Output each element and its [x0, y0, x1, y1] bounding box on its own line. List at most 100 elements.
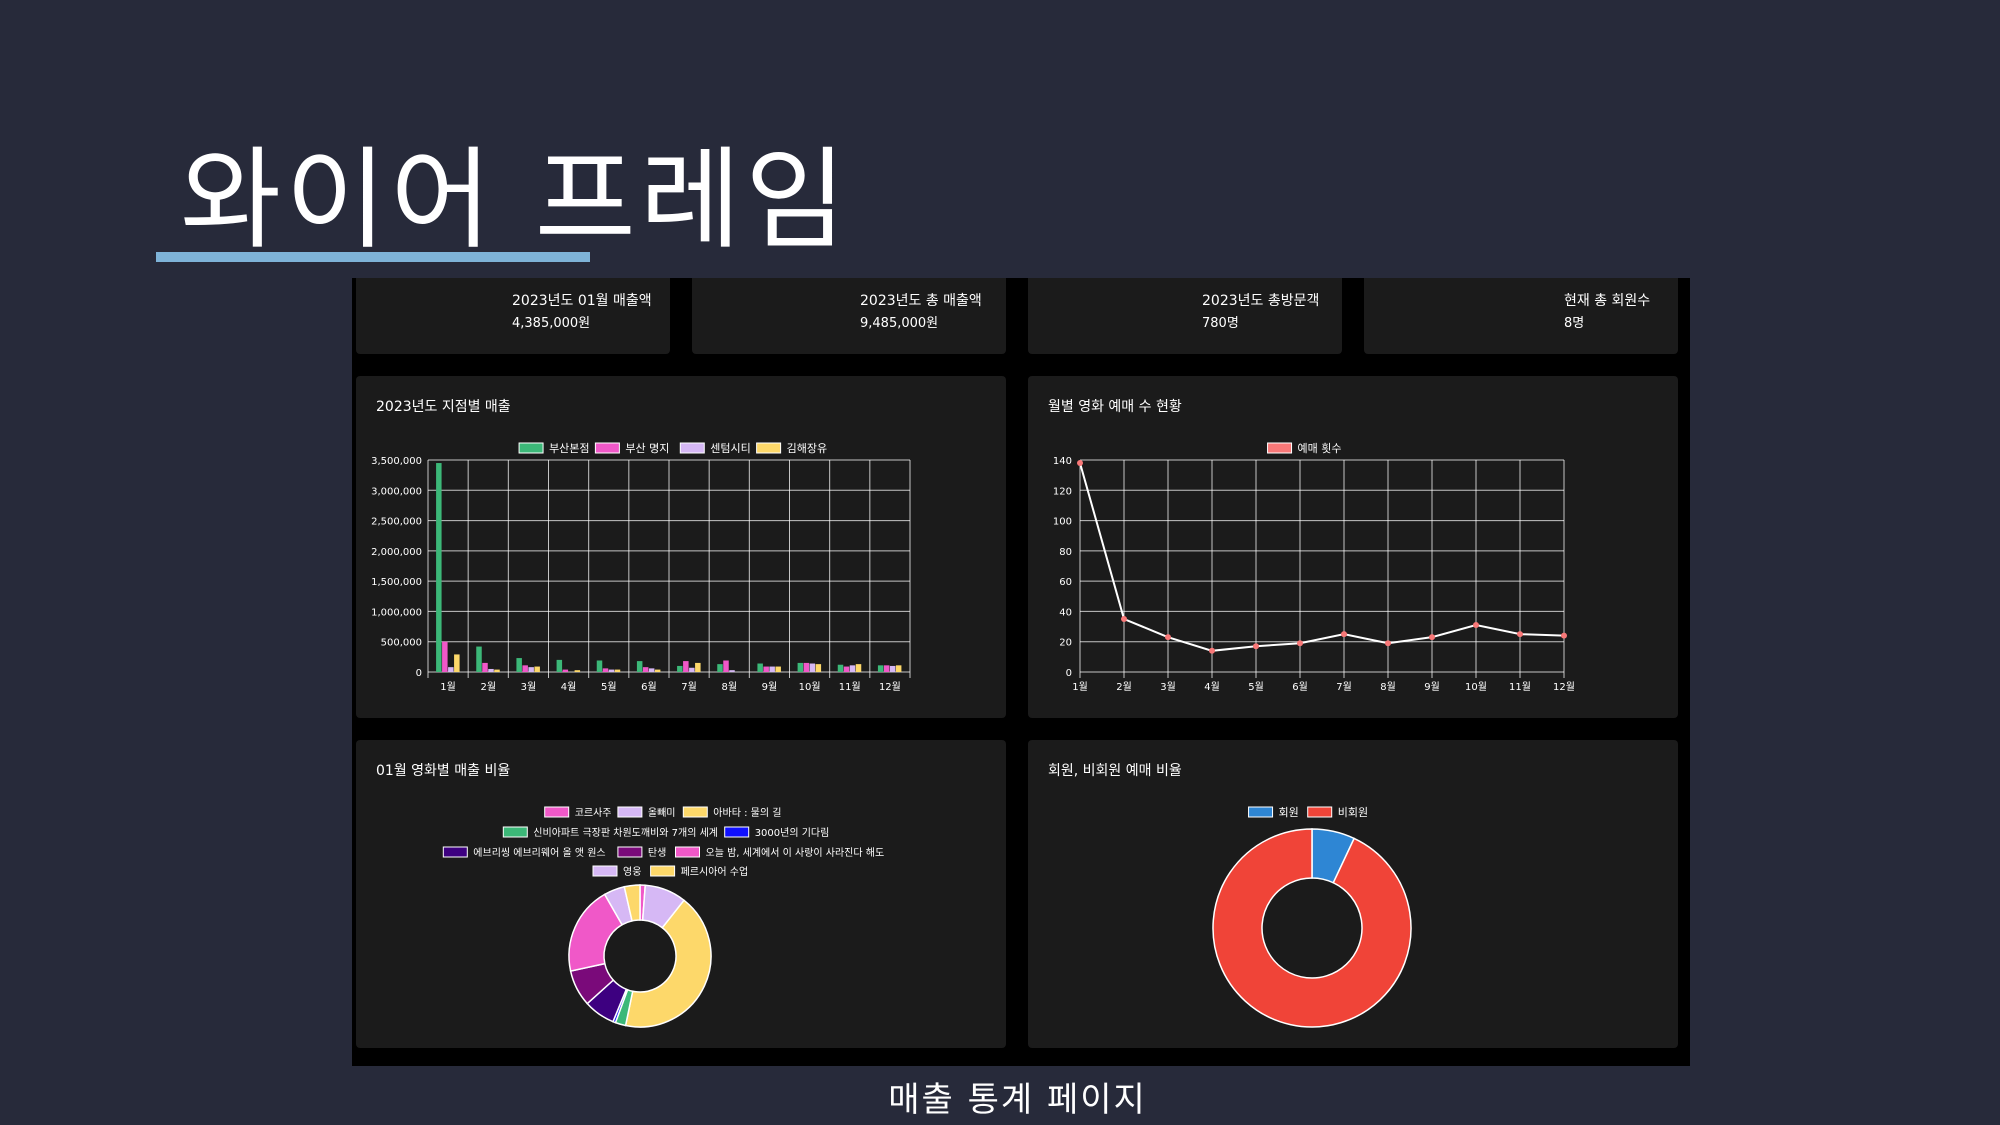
stat-card-members: 현재 총 회원수 8명 — [1364, 278, 1678, 354]
legend-swatch — [1267, 442, 1293, 454]
bar — [602, 668, 609, 672]
legend-label: 김해장유 — [787, 441, 827, 455]
legend-label: 코르사주 — [575, 807, 612, 819]
bar — [648, 668, 655, 672]
y-tick-label: 500,000 — [381, 638, 422, 649]
data-point — [1517, 631, 1523, 638]
legend-label: 회원 — [1279, 806, 1299, 819]
data-point — [1209, 647, 1215, 654]
bar — [677, 665, 683, 672]
legend-label: 올빼미 — [648, 807, 676, 819]
bar — [717, 664, 723, 672]
bar — [442, 641, 448, 672]
title-underline — [156, 252, 590, 262]
bar — [769, 666, 775, 672]
x-tick-label: 12월 — [879, 681, 901, 693]
dashboard-screenshot: 2023년도 01월 매출액 4,385,000원 2023년도 총 매출액 9… — [352, 278, 1690, 1066]
panel-movie-sales-ratio: 01월 영화별 매출 비율 코르사주 올빼미 아바타 : 물의 길 신비아파트 극장판… — [356, 740, 1006, 1048]
legend-swatch — [675, 846, 700, 858]
legend-swatch — [518, 442, 544, 454]
x-tick-label: 3월 — [521, 681, 537, 693]
bar — [522, 665, 528, 672]
bar — [454, 654, 460, 672]
data-point — [1121, 616, 1127, 622]
y-tick-label: 20 — [1059, 638, 1072, 649]
x-tick-label: 6월 — [641, 681, 657, 693]
bar — [556, 659, 563, 672]
data-point — [1473, 622, 1479, 629]
data-point — [1297, 640, 1303, 647]
x-tick-label: 9월 — [1424, 681, 1440, 693]
y-tick-label: 120 — [1053, 486, 1072, 497]
bar — [654, 669, 661, 672]
legend-swatch — [724, 826, 750, 838]
x-tick-label: 2월 — [480, 681, 496, 693]
data-point — [1385, 640, 1391, 647]
bar — [849, 665, 856, 672]
branch-sales-bar-chart: 부산본점 부산 명지 센텀시티 김해장유 0 500,000 1,000,000 1,500,… — [371, 441, 911, 693]
y-tick-label: 2,500,000 — [371, 517, 422, 528]
x-tick-label: 4월 — [561, 681, 577, 693]
panel-member-ratio: 회원, 비회원 예매 비율 회원 비회원 — [1028, 740, 1678, 1048]
bar — [494, 669, 500, 672]
pie-slice — [624, 899, 712, 1028]
y-tick-label: 0 — [416, 668, 422, 679]
legend-swatch — [502, 826, 528, 838]
bar — [763, 666, 769, 672]
bar — [488, 668, 494, 672]
bar — [642, 667, 649, 672]
legend-swatch — [1248, 806, 1274, 818]
x-tick-label: 3월 — [1160, 681, 1176, 693]
pie-slice — [623, 884, 641, 922]
pie-slice — [1212, 828, 1412, 1028]
data-point — [1077, 460, 1083, 467]
bar — [877, 665, 884, 672]
stat-label: 2023년도 총방문객 — [1202, 293, 1320, 309]
stat-value: 4,385,000원 — [512, 316, 591, 331]
x-tick-label: 10월 — [1465, 681, 1487, 693]
y-tick-label: 0 — [1066, 668, 1072, 679]
bar — [815, 664, 822, 672]
monthly-bookings-line-chart: 예매 횟수 0 20 40 60 80 100 120 140 1월 2월 3월 4월 5월 6월 7월 8월 9… — [1053, 442, 1575, 693]
stat-value: 780명 — [1202, 316, 1239, 331]
legend-label: 부산본점 — [549, 442, 589, 455]
panel-title: 회원, 비회원 예매 비율 — [1048, 763, 1182, 779]
panel-monthly-bookings: 월별 영화 예매 수 현황 예매 횟수 0 20 40 60 80 100 120 140 1월 2… — [1028, 376, 1678, 718]
bar — [723, 660, 729, 672]
stat-card-month-sales: 2023년도 01월 매출액 4,385,000원 — [356, 278, 670, 354]
x-tick-label: 10월 — [799, 681, 821, 693]
bar — [797, 662, 804, 672]
panel-title: 월별 영화 예매 수 현황 — [1048, 399, 1182, 415]
x-tick-label: 5월 — [1248, 681, 1264, 693]
legend-swatch — [756, 442, 782, 454]
stat-card-visitors: 2023년도 총방문객 780명 — [1028, 278, 1342, 354]
bar — [729, 670, 735, 672]
legend-label: 센텀시티 — [710, 442, 750, 455]
legend-label: 부산 명지 — [625, 442, 669, 455]
data-point — [1429, 634, 1435, 641]
legend-swatch — [442, 846, 468, 858]
bar — [482, 662, 488, 672]
bar — [608, 669, 615, 672]
legend-label: 페르시아어 수업 — [681, 865, 749, 878]
y-tick-label: 2,000,000 — [371, 547, 422, 558]
x-tick-label: 7월 — [1336, 681, 1352, 693]
x-tick-label: 11월 — [839, 681, 861, 693]
legend-label: 아바타 : 물의 길 — [713, 806, 781, 819]
stat-value: 9,485,000원 — [860, 316, 939, 331]
y-tick-label: 3,000,000 — [371, 486, 422, 497]
y-tick-label: 100 — [1053, 517, 1072, 528]
x-tick-label: 11월 — [1509, 681, 1531, 693]
legend-swatch — [682, 806, 708, 818]
legend-swatch — [594, 442, 620, 454]
stat-label: 현재 총 회원수 — [1564, 293, 1651, 309]
bar — [636, 661, 643, 672]
x-tick-label: 1월 — [1072, 681, 1088, 693]
legend-label: 영웅 — [623, 866, 641, 878]
panel-branch-sales: 2023년도 지점별 매출 부산본점 부산 명지 센텀시티 김해장유 0 500,000 1… — [356, 376, 1006, 718]
data-point — [1561, 632, 1567, 639]
legend-label: 탄생 — [648, 847, 666, 859]
legend-swatch — [592, 865, 618, 877]
data-point — [1253, 643, 1259, 650]
